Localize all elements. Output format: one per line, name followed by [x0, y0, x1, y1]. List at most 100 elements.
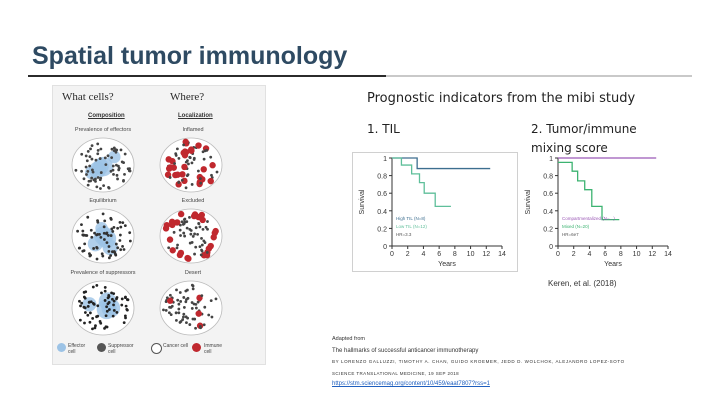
cell-dot — [165, 296, 169, 300]
cell-dot — [80, 169, 84, 173]
plot-frame-til — [352, 152, 518, 272]
cell-dot — [197, 222, 201, 226]
cell-dot — [104, 325, 108, 329]
x-axis-label: Years — [604, 261, 622, 268]
cell-dot — [80, 223, 83, 227]
cell-dot — [178, 223, 182, 227]
cell-dot — [103, 156, 107, 160]
cell-dot — [100, 252, 104, 256]
cell-dot — [111, 250, 114, 254]
cell-dot — [198, 245, 202, 249]
cell-dot — [90, 235, 94, 239]
cell-dot — [98, 157, 102, 160]
cell-dot — [184, 300, 188, 304]
series-line — [392, 157, 491, 170]
cell-dot — [185, 321, 188, 325]
cell-dot — [185, 226, 189, 230]
cell-dot — [112, 146, 116, 150]
cell-dot — [85, 159, 89, 163]
cell-dot — [115, 173, 119, 177]
cell-dot — [111, 297, 114, 301]
cell-dot — [205, 251, 209, 254]
cell-dot — [182, 306, 186, 309]
cell-dot — [199, 177, 202, 180]
cell-dot — [84, 165, 88, 169]
cell-dot — [115, 148, 119, 152]
cell-dot — [103, 289, 107, 293]
cell-dot — [93, 326, 97, 330]
cell-dot — [74, 168, 78, 172]
survival-chart-mixing: 00.20.40.60.810 2 4 6 8 10 12 14YearsSurvivalCo… — [525, 156, 672, 268]
y-tick-label: 0.2 — [377, 226, 387, 233]
cell-dot — [177, 311, 181, 315]
cell-dot — [83, 306, 87, 310]
cell-dot — [167, 311, 171, 315]
immune-cell — [168, 218, 176, 226]
cell-dot — [102, 231, 106, 235]
cell-dot — [188, 323, 192, 326]
cell-dot — [123, 314, 127, 318]
cell-dot — [178, 291, 182, 294]
effector-cluster — [92, 158, 109, 175]
row-label-inflamed: Inflamed — [182, 127, 204, 133]
cell-dot — [175, 246, 179, 250]
cell-dot — [124, 316, 127, 320]
cell-dot — [177, 157, 181, 160]
immune-cell — [166, 236, 174, 243]
cell-dot — [101, 254, 105, 258]
cell-dot — [103, 286, 107, 289]
cell-dot — [189, 232, 193, 236]
cell-dot — [184, 289, 188, 293]
immune-cell — [181, 163, 188, 171]
cell-dot — [112, 292, 116, 296]
cell-dot — [204, 225, 208, 229]
y-tick-label: 0.6 — [377, 191, 387, 198]
cell-dot — [168, 293, 172, 297]
y-tick-label: 0 — [549, 244, 553, 251]
cell-dot — [196, 300, 200, 304]
cell-dot — [124, 304, 128, 308]
y-tick-label: 1 — [549, 156, 553, 163]
reference-link[interactable]: https://stm.sciencemag.org/content/10/45… — [332, 381, 490, 387]
cell-dot — [88, 311, 92, 315]
cell-dot — [176, 298, 180, 302]
cell-dot — [203, 305, 207, 309]
row-label-excluded: Excluded — [181, 198, 205, 204]
cell-dot — [95, 283, 99, 287]
cell-dot — [190, 283, 194, 287]
cell-dot — [209, 155, 213, 159]
effector-cluster — [101, 298, 121, 318]
cell-dot — [190, 183, 194, 186]
cell-dot — [196, 232, 199, 236]
citation: Keren, et al. (2018) — [548, 279, 617, 288]
cell-dot — [96, 148, 100, 152]
cell-dot — [112, 226, 116, 229]
cell-dot — [202, 157, 206, 161]
legend-entry: Compartmentalized (N=...) — [562, 216, 615, 221]
legend-entry: HR=6e7 — [562, 232, 579, 237]
immune-cell — [177, 210, 185, 218]
cell-dot — [84, 154, 88, 158]
cell-dot — [106, 302, 110, 306]
cell-dot — [198, 225, 202, 229]
localization-subheading: Localization — [178, 113, 213, 119]
cell-dot — [112, 299, 116, 303]
cell-dot — [186, 159, 189, 163]
series-line — [392, 157, 451, 208]
x-axis-label: Years — [438, 261, 456, 268]
cell-dot — [121, 221, 125, 225]
cell-dot — [105, 232, 108, 236]
x-tick-label: 8 — [619, 251, 623, 258]
cell-dot — [122, 321, 126, 325]
reference-article-title: The hallmarks of successful anticancer i… — [332, 348, 479, 354]
cell-dot — [122, 161, 125, 165]
cell-dot — [194, 326, 197, 330]
cell-dot — [109, 169, 113, 173]
cell-dot — [182, 218, 186, 222]
cell-dot — [123, 152, 127, 156]
cell-dot — [88, 254, 92, 258]
cell-dot — [202, 323, 206, 327]
cell-dot — [184, 315, 188, 319]
cell-dot — [88, 320, 92, 324]
cell-dot — [121, 244, 124, 248]
